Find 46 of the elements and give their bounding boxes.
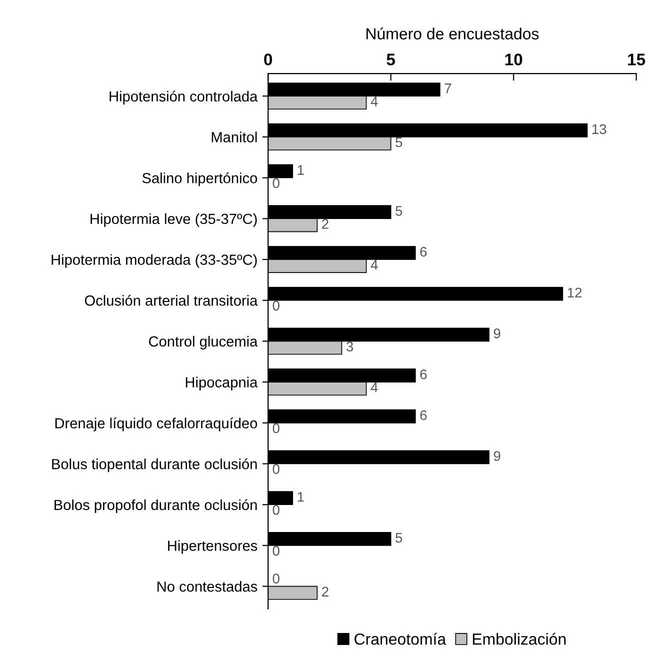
data-label: 4 — [370, 260, 378, 270]
y-tick-label: Manitol — [212, 132, 257, 142]
y-tick-label: Hipotermia leve (35-37ºC) — [90, 213, 257, 227]
data-label: 0 — [272, 423, 280, 434]
y-tick-label: Oclusión arterial transitoria — [84, 294, 258, 306]
y-tick-label: Hipocapnia — [186, 376, 258, 390]
y-tick-label: No contestadas — [158, 581, 258, 592]
data-label: 4 — [370, 96, 378, 106]
data-label: 6 — [420, 246, 427, 257]
y-tick-label: Hipotensión controlada — [110, 90, 258, 104]
data-label: 1 — [298, 165, 304, 175]
data-label: 0 — [272, 464, 280, 474]
y-tick-label: Hipotermia moderada (33-35ºC) — [52, 254, 257, 268]
data-label: 3 — [346, 342, 354, 352]
data-label: 5 — [396, 206, 402, 216]
data-label: 1 — [298, 492, 304, 502]
data-label: 4 — [370, 382, 378, 392]
y-tick-label: Bolos propofol durante oclusión — [54, 499, 257, 514]
data-label: 6 — [420, 369, 427, 380]
x-axis-title: Número de encuestados — [366, 28, 539, 40]
data-label: 9 — [494, 451, 500, 461]
legend-label: Embolización — [472, 632, 566, 645]
y-tick-label: Drenaje líquido cefalorraquídeo — [55, 418, 258, 432]
x-tick-label: 5 — [386, 54, 395, 66]
x-tick-label: 0 — [264, 54, 272, 66]
y-tick-label: Bolus tiopental durante oclusión — [52, 458, 257, 472]
data-label: 13 — [592, 124, 606, 134]
data-label: 5 — [396, 532, 402, 543]
data-label: 0 — [272, 300, 280, 311]
y-tick-label: Hipertensores — [168, 540, 258, 554]
data-label: 2 — [322, 219, 328, 229]
x-tick-label: 10 — [505, 54, 522, 66]
data-label: 7 — [444, 84, 452, 94]
x-tick-label: 15 — [628, 54, 646, 66]
data-label: 6 — [420, 410, 427, 420]
data-label: 0 — [272, 546, 280, 556]
data-label: 2 — [322, 586, 328, 596]
data-label: 0 — [272, 505, 280, 515]
data-label: 9 — [494, 328, 500, 338]
y-tick-label: Salino hipertónico — [142, 172, 258, 186]
data-label: 5 — [396, 137, 402, 148]
y-tick-label: Control glucemia — [148, 336, 258, 350]
data-label: 12 — [568, 288, 582, 298]
legend-label: Craneotomía — [354, 632, 446, 645]
data-label: 0 — [272, 574, 280, 584]
data-label: 0 — [272, 178, 280, 188]
